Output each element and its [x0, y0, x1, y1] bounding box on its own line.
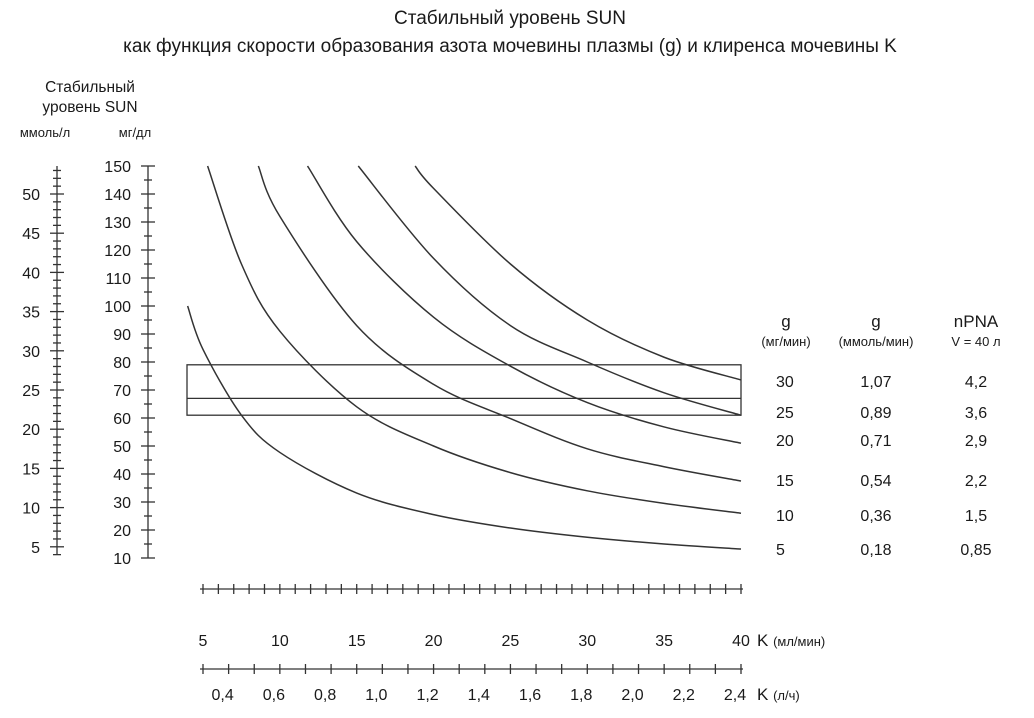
curves: [186, 165, 742, 550]
x-axis-symbol: K: [757, 685, 769, 704]
legend-cell: 0,89: [860, 405, 891, 422]
y-tick-label-mgdl: 80: [113, 355, 131, 372]
y-tick-label-mmol: 20: [22, 422, 40, 439]
chart-subtitle: как функция скорости образования азота м…: [123, 36, 897, 57]
legend-header-unit: (ммоль/мин): [839, 334, 914, 349]
y-tick-label-mgdl: 50: [113, 439, 131, 456]
y-tick-label-mmol: 35: [22, 305, 40, 322]
x-tick-label-l-h: 1,2: [416, 687, 438, 704]
x-tick-label-l-h: 0,8: [314, 687, 336, 704]
y-axis-unit-mgdl: мг/дл: [119, 125, 151, 140]
legend-header: g: [871, 312, 880, 331]
legend-header: nPNA: [954, 312, 999, 331]
x-axis-unit: (л/ч): [773, 688, 800, 703]
curve-g-20: [306, 165, 742, 444]
x-axes: 5 10 15 20 25 30 35 40 0,4 0,6 0,8 1,0 1,2 1,4 1,6 1,8 2…: [199, 584, 750, 704]
curve-g-15: [257, 165, 742, 482]
x-tick-label-ml-min: 35: [655, 633, 673, 650]
y-tick-label-mgdl: 70: [113, 383, 131, 400]
legend-cell: 10: [776, 508, 794, 525]
legend-cell: 0,85: [960, 542, 991, 559]
chart-title: Стабильный уровень SUN: [394, 8, 626, 29]
x-axis-unit: (мл/мин): [773, 634, 825, 649]
legend-cell: 1,5: [965, 508, 987, 525]
curve-g-10: [206, 165, 742, 514]
y-tick-label-mgdl: 110: [105, 271, 131, 288]
x-tick-label-l-h: 2,2: [673, 687, 695, 704]
legend-header-unit: (мг/мин): [761, 334, 810, 349]
x-tick-label-ml-min: 40: [732, 633, 750, 650]
y-tick-label-mgdl: 60: [113, 411, 131, 428]
x-tick-label-l-h: 1,4: [468, 687, 490, 704]
y-tick-label-mgdl: 30: [113, 495, 131, 512]
y-tick-label-mgdl: 120: [104, 243, 131, 260]
legend-cell: 2,9: [965, 433, 987, 450]
y-tick-label-mmol: 5: [31, 540, 40, 557]
x-tick-label-l-h: 1,8: [570, 687, 592, 704]
y-axis-label-line1: Стабильный: [45, 79, 135, 96]
x-tick-label-l-h: 1,0: [365, 687, 387, 704]
target-range-box: [186, 364, 742, 416]
legend-cell: 1,07: [860, 374, 891, 391]
x-tick-label-ml-min: 5: [199, 633, 208, 650]
y-tick-label-mmol: 45: [22, 226, 40, 243]
legend-cell: 30: [776, 374, 794, 391]
legend-cell: 0,54: [860, 473, 891, 490]
x-tick-label-ml-min: 20: [425, 633, 443, 650]
x-tick-label-l-h: 1,6: [519, 687, 541, 704]
y-tick-label-mmol: 40: [22, 265, 40, 282]
x-tick-label-ml-min: 10: [271, 633, 289, 650]
legend-cell: 20: [776, 433, 794, 450]
y-tick-label-mgdl: 100: [104, 299, 131, 316]
legend-cell: 25: [776, 405, 794, 422]
y-axis-label-line2: уровень SUN: [42, 99, 137, 116]
y-tick-label-mmol: 15: [22, 461, 40, 478]
y-tick-label-mgdl: 150: [104, 159, 131, 176]
legend-row: 15 0,54 2,2: [776, 473, 987, 490]
x-tick-label-l-h: 0,6: [263, 687, 285, 704]
x-tick-label-ml-min: 15: [348, 633, 366, 650]
x-tick-label-ml-min: 25: [502, 633, 520, 650]
legend-header-unit: V = 40 л: [951, 334, 1000, 349]
legend-row: 25 0,89 3,6: [776, 405, 987, 422]
x-tick-label-l-h: 0,4: [211, 687, 233, 704]
y-tick-label-mmol: 25: [22, 383, 40, 400]
legend-cell: 0,18: [860, 542, 891, 559]
y-tick-label-mgdl: 130: [104, 215, 131, 232]
legend-cell: 0,36: [860, 508, 891, 525]
legend-cell: 4,2: [965, 374, 987, 391]
legend-cell: 3,6: [965, 405, 987, 422]
target-band: [186, 364, 742, 416]
x-axis-label-l-h: K (л/ч): [757, 685, 800, 704]
y-tick-label-mmol: 10: [22, 501, 40, 518]
legend-row: 5 0,18 0,85: [776, 542, 992, 559]
curve-g-5: [186, 305, 742, 550]
y-tick-label-mgdl: 140: [104, 187, 131, 204]
legend-row: 30 1,07 4,2: [776, 374, 987, 391]
legend-cell: 2,2: [965, 473, 987, 490]
x-tick-label-l-h: 2,0: [621, 687, 643, 704]
x-axis-symbol: K: [757, 631, 769, 650]
legend-row: 20 0,71 2,9: [776, 433, 987, 450]
x-tick-label-ml-min: 30: [578, 633, 596, 650]
legend-cell: 5: [776, 542, 785, 559]
y-tick-label-mmol: 30: [22, 344, 40, 361]
y-tick-label-mgdl: 20: [113, 523, 131, 540]
y-tick-label-mgdl: 40: [113, 467, 131, 484]
y-axis-unit-mmol: ммоль/л: [20, 125, 70, 140]
curve-g-30: [414, 165, 742, 381]
curve-g-25: [357, 165, 742, 416]
y-axes: 150 140 130 120 110 100 90 80 70 60 50 40 30 20 10 50 45…: [22, 159, 155, 568]
x-axis-label-ml-min: K (мл/мин): [757, 631, 825, 650]
legend-row: 10 0,36 1,5: [776, 508, 987, 525]
y-tick-label-mgdl: 10: [113, 551, 131, 568]
legend-header: g: [781, 312, 790, 331]
legend-cell: 0,71: [860, 433, 891, 450]
x-tick-label-l-h: 2,4: [724, 687, 746, 704]
legend-cell: 15: [776, 473, 794, 490]
legend-table: g (мг/мин) g (ммоль/мин) nPNA V = 40 л 3…: [761, 312, 1000, 559]
y-tick-label-mgdl: 90: [113, 327, 131, 344]
y-tick-label-mmol: 50: [22, 187, 40, 204]
